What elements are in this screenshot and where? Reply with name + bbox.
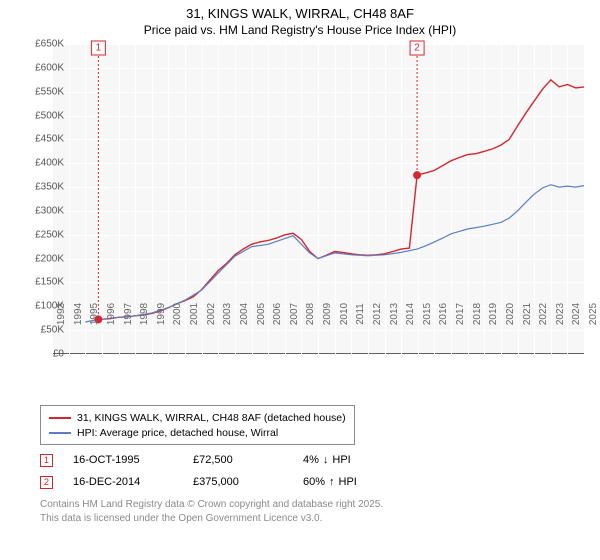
ytick-label: £0	[53, 349, 64, 360]
xtick-label: 2000	[172, 303, 183, 325]
xtick-label: 1997	[123, 303, 134, 325]
sale-row: 1 16-OCT-1995£72,5004%↓HPI	[40, 449, 423, 471]
xtick-label: 2016	[438, 303, 449, 325]
legend-label: HPI: Average price, detached house, Wirr…	[77, 427, 278, 439]
gridline-v	[584, 44, 585, 354]
ytick-label: £50K	[41, 325, 64, 336]
xtick-label: 2022	[538, 303, 549, 325]
arrow-icon: ↓	[323, 454, 329, 466]
sale-date: 16-DEC-2014	[73, 476, 193, 488]
chart-container: 31, KINGS WALK, WIRRAL, CH48 8AF Price p…	[0, 0, 600, 560]
sale-marker: 2	[40, 476, 53, 489]
sale-hpi: 4%↓HPI	[303, 454, 423, 466]
xtick-label: 2012	[372, 303, 383, 325]
xtick-label: 2021	[522, 303, 533, 325]
sale-row: 2 16-DEC-2014£375,00060%↑HPI	[40, 471, 423, 493]
legend-swatch	[49, 417, 71, 419]
xtick-label: 2009	[322, 303, 333, 325]
ytick-label: £550K	[35, 86, 64, 97]
xtick-label: 1996	[106, 303, 117, 325]
xtick-label: 2005	[256, 303, 267, 325]
sale-price: £375,000	[193, 476, 303, 488]
sales-table: 1 16-OCT-1995£72,5004%↓HPI 2 16-DEC-2014£37…	[40, 449, 423, 493]
legend-row: 31, KINGS WALK, WIRRAL, CH48 8AF (detach…	[49, 410, 346, 425]
legend-label: 31, KINGS WALK, WIRRAL, CH48 8AF (detach…	[77, 412, 346, 424]
chart-subtitle: Price paid vs. HM Land Registry's House …	[0, 21, 600, 37]
marker-dot-2	[414, 172, 421, 179]
footer-attribution: Contains HM Land Registry data © Crown c…	[40, 498, 383, 525]
series-hpi	[85, 185, 584, 322]
xtick-label: 2002	[206, 303, 217, 325]
ytick-label: £200K	[35, 253, 64, 264]
xtick-label: 1994	[73, 303, 84, 325]
ytick-label: £600K	[35, 62, 64, 73]
xtick-label: 2015	[422, 303, 433, 325]
xtick-label: 2025	[588, 303, 599, 325]
xtick-label: 2008	[305, 303, 316, 325]
marker-num-2: 2	[414, 43, 420, 54]
footer-line-2: This data is licensed under the Open Gov…	[40, 512, 383, 526]
legend: 31, KINGS WALK, WIRRAL, CH48 8AF (detach…	[40, 405, 355, 445]
gridline-h	[52, 354, 584, 355]
xtick-label: 1995	[89, 303, 100, 325]
xtick-label: 2010	[339, 303, 350, 325]
xtick-label: 1993	[56, 303, 67, 325]
sale-date: 16-OCT-1995	[73, 454, 193, 466]
ytick-label: £350K	[35, 182, 64, 193]
ytick-label: £250K	[35, 229, 64, 240]
xtick-label: 2004	[239, 303, 250, 325]
ytick-label: £400K	[35, 158, 64, 169]
xtick-label: 1998	[139, 303, 150, 325]
ytick-label: £500K	[35, 110, 64, 121]
xtick-label: 2007	[289, 303, 300, 325]
xtick-label: 2020	[505, 303, 516, 325]
xtick-label: 2017	[455, 303, 466, 325]
legend-row: HPI: Average price, detached house, Wirr…	[49, 425, 346, 440]
sale-hpi: 60%↑HPI	[303, 476, 423, 488]
xtick-label: 2024	[571, 303, 582, 325]
sale-marker: 1	[40, 454, 53, 467]
xtick-label: 2003	[222, 303, 233, 325]
xtick-label: 2018	[472, 303, 483, 325]
xtick-label: 2023	[555, 303, 566, 325]
xtick-label: 2001	[189, 303, 200, 325]
ytick-label: £300K	[35, 205, 64, 216]
xtick-label: 2011	[355, 303, 366, 325]
ytick-label: £650K	[35, 39, 64, 50]
arrow-icon: ↑	[329, 476, 335, 488]
ytick-label: £450K	[35, 134, 64, 145]
xtick-label: 2019	[488, 303, 499, 325]
xtick-label: 2013	[389, 303, 400, 325]
sale-price: £72,500	[193, 454, 303, 466]
series-price_paid	[98, 80, 584, 320]
xtick-label: 2006	[272, 303, 283, 325]
xtick-label: 1999	[156, 303, 167, 325]
ytick-label: £150K	[35, 277, 64, 288]
chart-title: 31, KINGS WALK, WIRRAL, CH48 8AF	[0, 0, 600, 21]
marker-num-1: 1	[96, 43, 102, 54]
xtick-label: 2014	[405, 303, 416, 325]
legend-swatch	[49, 432, 71, 434]
footer-line-1: Contains HM Land Registry data © Crown c…	[40, 498, 383, 512]
